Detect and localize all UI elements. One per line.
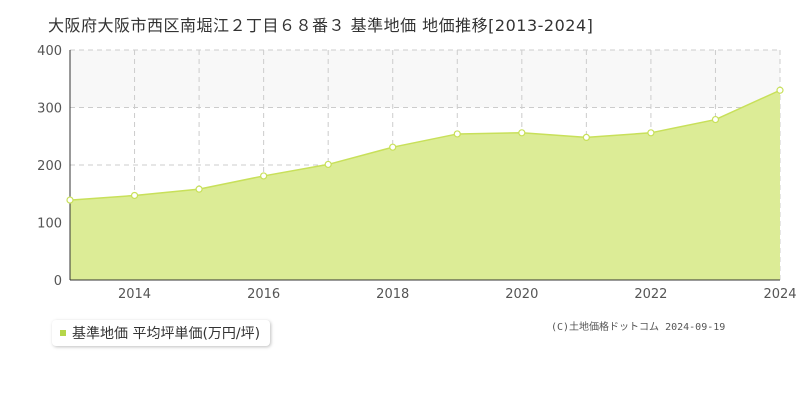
chart-title: 大阪府大阪市西区南堀江２丁目６８番３ 基準地価 地価推移[2013-2024]	[48, 16, 594, 35]
data-point	[647, 129, 655, 137]
y-tick-label: 200	[37, 159, 62, 174]
x-tick-label: 2022	[634, 287, 667, 302]
legend: 基準地価 平均坪単価(万円/坪)	[52, 320, 271, 346]
data-point	[324, 160, 332, 169]
x-tick-label: 2014	[118, 287, 151, 302]
y-tick-label: 400	[37, 44, 62, 59]
x-tick-label: 2020	[505, 287, 538, 302]
plot-band	[70, 50, 780, 108]
data-point	[260, 172, 268, 180]
data-point	[130, 191, 139, 200]
data-point	[776, 86, 784, 94]
series-area	[70, 90, 780, 280]
legend-marker-icon	[60, 330, 66, 336]
point-layer	[66, 86, 784, 204]
series-line	[69, 89, 781, 201]
data-point	[518, 129, 526, 137]
plot-band-layer	[70, 50, 780, 108]
data-point	[582, 133, 590, 141]
data-point	[195, 185, 203, 193]
y-tick-label: 100	[37, 217, 62, 232]
data-point	[711, 115, 720, 124]
y-tick-label: 0	[54, 274, 62, 289]
axis-layer	[69, 50, 780, 281]
copyright-text: (C)土地価格ドットコム 2024-09-19	[551, 322, 726, 333]
data-point	[66, 196, 74, 204]
x-tick-label: 2016	[247, 287, 280, 302]
tick-label-layer: 0 100 200 300 400 2014 2016 2018 2020 2022 2024	[37, 44, 796, 302]
data-point	[389, 143, 397, 151]
data-point	[453, 130, 461, 138]
area-layer	[69, 89, 781, 280]
legend-label: 基準地価 平均坪単価(万円/坪)	[72, 326, 261, 342]
x-tick-label: 2024	[763, 287, 796, 302]
x-tick-label: 2018	[376, 287, 409, 302]
y-tick-label: 300	[37, 102, 62, 117]
